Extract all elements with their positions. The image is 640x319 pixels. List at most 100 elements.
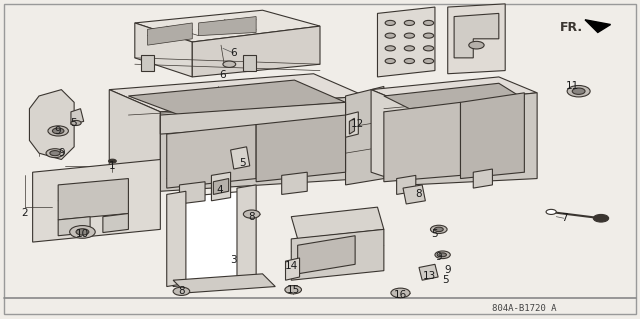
Circle shape: [243, 210, 260, 218]
Circle shape: [424, 46, 434, 51]
Polygon shape: [29, 90, 74, 160]
Polygon shape: [161, 96, 365, 191]
Text: 3: 3: [230, 255, 237, 264]
Polygon shape: [461, 93, 524, 179]
Text: 7: 7: [561, 213, 567, 223]
Polygon shape: [192, 26, 320, 77]
Polygon shape: [135, 23, 192, 77]
Text: 14: 14: [285, 261, 298, 271]
Text: 9: 9: [444, 265, 451, 275]
Polygon shape: [161, 102, 346, 134]
Circle shape: [391, 288, 410, 298]
Circle shape: [385, 46, 396, 51]
Polygon shape: [291, 207, 384, 239]
Circle shape: [424, 33, 434, 38]
Polygon shape: [148, 23, 192, 45]
Text: 8: 8: [178, 286, 185, 296]
Polygon shape: [410, 93, 537, 185]
Polygon shape: [213, 179, 228, 195]
Polygon shape: [346, 86, 384, 185]
Text: 10: 10: [76, 229, 89, 239]
Text: 5: 5: [442, 275, 449, 285]
Text: FR.: FR.: [560, 21, 583, 34]
Text: 5: 5: [70, 118, 77, 128]
Polygon shape: [371, 77, 537, 106]
Circle shape: [223, 61, 236, 67]
Circle shape: [404, 20, 415, 26]
Text: 4: 4: [216, 185, 223, 195]
Polygon shape: [58, 217, 90, 236]
Polygon shape: [33, 160, 161, 242]
Polygon shape: [384, 83, 524, 109]
Polygon shape: [109, 74, 365, 112]
Polygon shape: [349, 118, 355, 134]
Polygon shape: [141, 55, 154, 70]
Text: 5: 5: [431, 229, 438, 239]
Polygon shape: [384, 102, 461, 182]
Circle shape: [424, 58, 434, 63]
Circle shape: [435, 251, 451, 259]
Polygon shape: [256, 115, 346, 182]
Text: 12: 12: [351, 119, 364, 129]
Circle shape: [572, 88, 585, 94]
Polygon shape: [167, 124, 256, 188]
Circle shape: [52, 128, 64, 134]
Circle shape: [546, 209, 556, 214]
Circle shape: [431, 225, 447, 234]
Text: 6: 6: [220, 70, 227, 80]
Polygon shape: [291, 229, 384, 280]
Polygon shape: [71, 109, 84, 124]
Polygon shape: [285, 258, 300, 280]
Text: 15: 15: [287, 285, 300, 295]
Text: 2: 2: [22, 209, 28, 219]
Polygon shape: [419, 264, 438, 280]
Text: 6: 6: [230, 48, 237, 58]
Text: 8: 8: [248, 212, 255, 222]
Circle shape: [439, 253, 447, 257]
Polygon shape: [173, 191, 243, 286]
Circle shape: [76, 229, 89, 235]
Circle shape: [404, 46, 415, 51]
Circle shape: [567, 85, 590, 97]
Circle shape: [385, 58, 396, 63]
Polygon shape: [371, 90, 410, 185]
Circle shape: [385, 20, 396, 26]
Text: 13: 13: [423, 271, 436, 281]
Polygon shape: [346, 112, 358, 137]
Polygon shape: [173, 274, 275, 293]
Polygon shape: [397, 175, 416, 195]
Text: 1: 1: [109, 161, 116, 171]
Circle shape: [173, 287, 189, 295]
Polygon shape: [129, 80, 346, 115]
Circle shape: [109, 159, 116, 163]
Circle shape: [385, 33, 396, 38]
Circle shape: [50, 151, 60, 156]
Polygon shape: [473, 169, 492, 188]
Circle shape: [424, 20, 434, 26]
Polygon shape: [167, 191, 186, 286]
Text: 804A-B1720 A: 804A-B1720 A: [492, 304, 557, 313]
Text: 16: 16: [394, 290, 407, 300]
Circle shape: [71, 121, 81, 125]
Circle shape: [435, 227, 444, 232]
Polygon shape: [298, 236, 355, 274]
Text: 9: 9: [435, 252, 442, 262]
Polygon shape: [103, 213, 129, 233]
Text: 11: 11: [566, 81, 579, 92]
Polygon shape: [135, 10, 320, 42]
Circle shape: [593, 214, 609, 222]
Polygon shape: [237, 185, 256, 280]
Polygon shape: [230, 147, 250, 169]
Circle shape: [70, 226, 95, 238]
Polygon shape: [109, 90, 161, 191]
Circle shape: [468, 41, 484, 49]
Text: 8: 8: [415, 189, 422, 199]
Polygon shape: [198, 17, 256, 36]
Text: 5: 5: [239, 158, 245, 168]
Polygon shape: [282, 172, 307, 195]
Polygon shape: [179, 182, 205, 204]
Polygon shape: [448, 4, 505, 74]
Polygon shape: [585, 20, 611, 33]
Polygon shape: [403, 185, 426, 204]
Polygon shape: [454, 13, 499, 58]
